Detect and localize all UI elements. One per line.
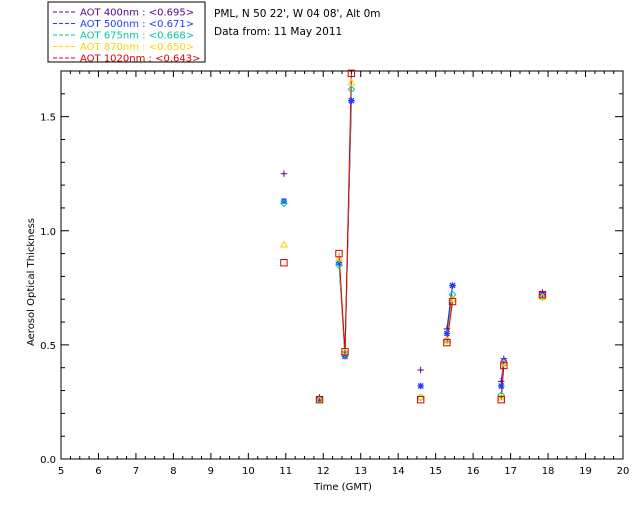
data-point-triangle [538, 292, 547, 301]
series-line-4 [339, 73, 542, 399]
data-point-asterisk [443, 330, 451, 337]
x-tick-label: 8 [170, 466, 176, 477]
y-tick-label: 1.0 [40, 227, 56, 238]
data-point-square [341, 348, 349, 356]
data-point-asterisk [341, 353, 349, 360]
x-tick-label: 20 [617, 466, 630, 477]
x-tick-label: 16 [467, 466, 480, 477]
data-point-triangle [448, 295, 457, 303]
data-point-triangle [334, 253, 344, 262]
data-point-square [416, 395, 425, 404]
x-tick-label: 17 [504, 466, 517, 477]
x-tick-label: 5 [58, 466, 64, 477]
data-point-square [448, 297, 457, 306]
legend-entry: AOT 870nm : <0.650> [80, 42, 194, 53]
data-point-square [315, 395, 324, 404]
series-line-3 [339, 82, 542, 397]
legend-entry: AOT 400nm : <0.695> [80, 8, 194, 19]
series-line-2 [339, 89, 542, 395]
x-tick-label: 14 [392, 466, 405, 477]
data-point-plus [417, 366, 424, 374]
data-point-square [497, 395, 505, 404]
x-tick-label: 12 [317, 466, 330, 477]
data-point-triangle [315, 395, 324, 403]
data-point-asterisk [417, 382, 424, 390]
data-point-square [347, 69, 356, 77]
y-tick-label: 1.5 [40, 113, 56, 124]
x-tick-label: 6 [95, 466, 101, 477]
data-point-diamond [335, 261, 343, 269]
x-tick-label: 7 [133, 466, 139, 477]
x-tick-label: 9 [208, 466, 214, 477]
data-point-triangle [347, 78, 356, 86]
data-point-diamond [347, 85, 356, 94]
x-tick-label: 19 [579, 466, 592, 477]
legend-entry: AOT 675nm : <0.668> [80, 31, 194, 42]
axis-ticks: 5 6 7 8 9 10 11 12 13 14 15 16 17 18 19 20 0.0 0.5 1.0 1.5 [40, 71, 629, 477]
x-tick-label: 15 [429, 466, 442, 477]
data-point-triangle [279, 240, 288, 248]
series-line-1 [339, 101, 542, 386]
legend: AOT 400nm : <0.695>AOT 500nm : <0.671>AO… [47, 1, 206, 65]
x-tick-label: 18 [542, 466, 555, 477]
data-point-square [443, 338, 451, 347]
data-point-diamond [538, 293, 547, 301]
data-point-triangle [442, 336, 451, 344]
x-tick-label: 11 [279, 466, 292, 477]
data-point-square [538, 290, 547, 299]
series-lines [339, 73, 542, 399]
data-point-triangle [499, 358, 508, 367]
x-tick-label: 10 [242, 466, 255, 477]
data-point-triangle [416, 393, 425, 401]
date-info: Data from: 11 May 2011 [214, 26, 342, 38]
legend-entry: AOT 500nm : <0.671> [80, 19, 194, 30]
y-axis-label: Aerosol Optical Thickness [26, 218, 37, 346]
data-point-plus [280, 170, 288, 177]
data-point-asterisk [498, 382, 505, 390]
data-point-asterisk [449, 282, 456, 289]
data-point-diamond [280, 199, 288, 208]
data-point-square [335, 249, 343, 258]
y-tick-label: 0.5 [40, 341, 56, 352]
data-point-asterisk [335, 259, 343, 266]
data-point-asterisk [348, 97, 355, 104]
series-line-0 [339, 101, 542, 382]
data-point-square [500, 361, 508, 370]
data-point-asterisk [316, 396, 323, 403]
data-point-triangle [340, 347, 350, 355]
legend-items: AOT 400nm : <0.695>AOT 500nm : <0.671>AO… [53, 8, 200, 65]
data-point-square [280, 259, 288, 267]
series-markers [279, 69, 547, 404]
legend-entry: AOT 1020nm : <0.643> [80, 54, 200, 65]
data-point-triangle [497, 393, 506, 401]
data-point-asterisk [280, 197, 288, 205]
legend-box [47, 1, 206, 63]
data-point-diamond [497, 391, 506, 400]
site-info: PML, N 50 22', W 04 08', Alt 0m [214, 8, 381, 20]
x-axis-label: Time (GMT) [313, 482, 372, 493]
x-tick-label: 13 [354, 466, 367, 477]
y-tick-label: 0.0 [40, 455, 56, 466]
